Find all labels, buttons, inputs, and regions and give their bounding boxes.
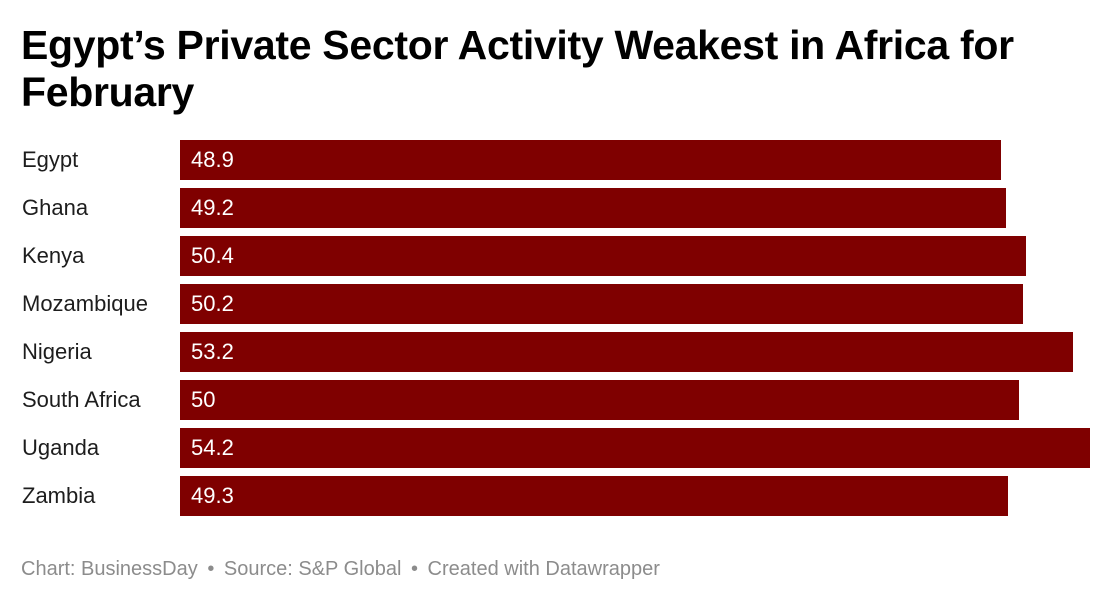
category-label: Nigeria (22, 339, 92, 364)
bar-row: Egypt 48.9 (0, 140, 1112, 180)
bar-chart: Egypt 48.9 Ghana 49.2 Kenya 50.4 Mozambique 50.… (0, 140, 1112, 520)
bar (180, 428, 1090, 468)
value-label: 54.2 (191, 435, 234, 460)
bar (180, 188, 1006, 228)
bar-row: Kenya 50.4 (0, 236, 1112, 276)
footer-separator: • (207, 558, 215, 580)
category-label: South Africa (22, 387, 141, 412)
bar (180, 236, 1026, 276)
category-label: Uganda (22, 435, 100, 460)
bar (180, 140, 1001, 180)
bar-row: Nigeria 53.2 (0, 332, 1112, 372)
bar-row: Ghana 49.2 (0, 188, 1112, 228)
category-label: Kenya (22, 243, 85, 268)
footer-separator: • (410, 558, 418, 580)
value-label: 50.4 (191, 243, 234, 268)
value-label: 49.2 (191, 195, 234, 220)
bar-row: Mozambique 50.2 (0, 284, 1112, 324)
bar-row: Zambia 49.3 (0, 476, 1112, 516)
bar (180, 332, 1073, 372)
source-note: Source: S&P Global (223, 558, 402, 580)
value-label: 48.9 (191, 147, 234, 172)
bar (180, 380, 1019, 420)
category-label: Mozambique (22, 291, 148, 316)
value-label: 49.3 (191, 483, 234, 508)
chart-credit: Chart: BusinessDay (21, 558, 198, 580)
value-label: 53.2 (191, 339, 234, 364)
chart-footer: Chart: BusinessDay • Source: S&P Global … (21, 555, 660, 583)
value-label: 50.2 (191, 291, 234, 316)
bar (180, 284, 1023, 324)
category-label: Egypt (22, 147, 79, 172)
category-label: Ghana (22, 195, 89, 220)
created-with-link[interactable]: Created with Datawrapper (427, 558, 660, 580)
chart-title: Egypt’s Private Sector Activity Weakest … (21, 22, 1014, 115)
category-label: Zambia (22, 483, 96, 508)
bar-row: South Africa 50 (0, 380, 1112, 420)
bar-row: Uganda 54.2 (0, 428, 1112, 468)
value-label: 50 (191, 387, 216, 412)
bar (180, 476, 1008, 516)
